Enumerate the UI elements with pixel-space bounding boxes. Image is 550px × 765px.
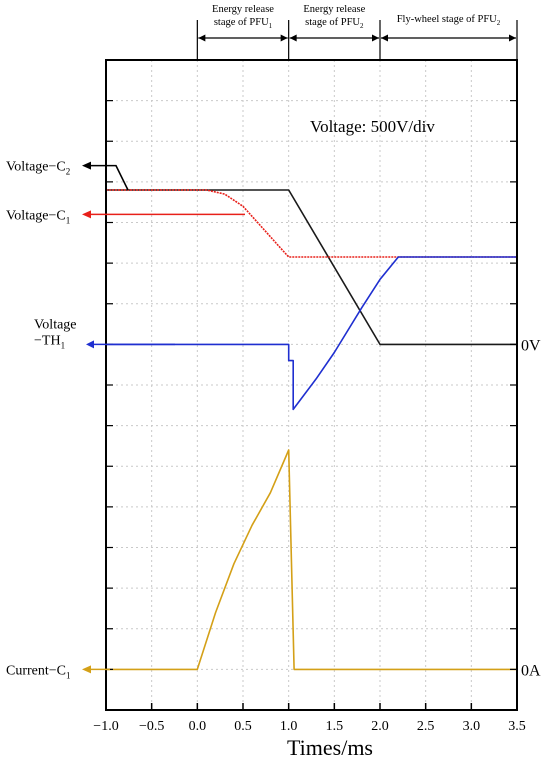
stage-arrow-head-left [289, 34, 297, 42]
series-line [106, 189, 517, 346]
stage-annotations: Energy release stage of PFU1 Energy releas… [196, 4, 518, 60]
stage-label: Fly-wheel stage of PFU2 [397, 14, 501, 27]
x-tick-label: 2.0 [371, 719, 389, 734]
x-ticks: −1.0 −0.5 0.0 0.5 1.0 1.5 2.0 2.5 3.0 3.5 [93, 100, 526, 734]
series-label: Voltage [34, 317, 77, 332]
series-line [106, 189, 517, 258]
stage-arrow-head-left [381, 34, 388, 42]
series-lines [106, 189, 517, 671]
x-tick-label: 2.5 [417, 719, 435, 734]
x-tick-label: 0.0 [189, 719, 207, 734]
stage-arrow-head-left [198, 34, 206, 42]
stage-arrow-head-right [509, 34, 516, 42]
series-label: Current−C1 [6, 663, 71, 680]
series-line [106, 256, 517, 411]
x-tick-label: −0.5 [139, 719, 164, 734]
x-tick-label: 3.0 [463, 719, 481, 734]
series-label: Voltage−C2 [6, 160, 70, 177]
stage-arrow-head-right [280, 34, 288, 42]
reference-labels: 0V 0A [521, 337, 541, 679]
series-label: −TH1 [34, 333, 65, 350]
voltage-scale-note: Voltage: 500V/div [310, 117, 435, 136]
stage-label: Energy release [303, 4, 365, 15]
x-tick-label: 1.0 [280, 719, 298, 734]
series-labels: Voltage−C2 Voltage−C1 Voltage−TH1 Current−C… [6, 160, 245, 680]
x-tick-label: −1.0 [93, 719, 118, 734]
stage-label: stage of PFU2 [305, 17, 364, 30]
x-tick-label: 0.5 [234, 719, 252, 734]
x-tick-label: 1.5 [326, 719, 344, 734]
series-label: Voltage−C1 [6, 208, 70, 225]
stage-label: Energy release [212, 4, 274, 15]
reference-label: 0A [521, 662, 541, 679]
stage-label: stage of PFU1 [214, 17, 273, 30]
series-label-arrow [86, 164, 129, 191]
series-label-arrowhead [82, 665, 91, 674]
x-axis-title: Times/ms [287, 735, 373, 760]
reference-label: 0V [521, 337, 541, 354]
stage-arrow-head-right [372, 34, 379, 42]
series-label-arrowhead [82, 210, 91, 219]
series-label-arrowhead [86, 340, 94, 349]
series-label-arrowhead [82, 161, 91, 170]
x-tick-label: 3.5 [508, 719, 526, 734]
series-line [106, 449, 517, 671]
